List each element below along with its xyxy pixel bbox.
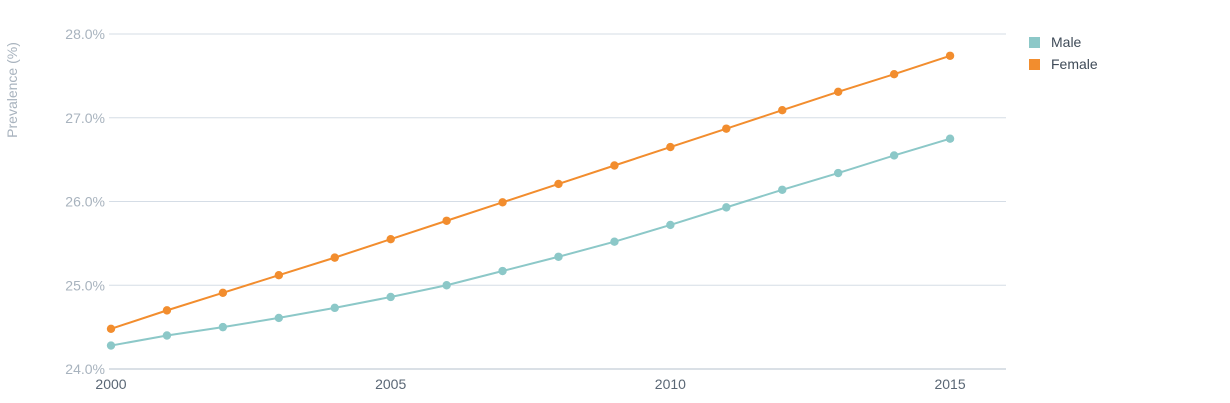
data-point bbox=[386, 234, 395, 244]
data-point bbox=[106, 324, 116, 333]
legend-label: Male bbox=[1051, 34, 1082, 50]
data-point bbox=[330, 253, 339, 262]
legend-label: Female bbox=[1051, 56, 1098, 72]
y-tick-label: 24.0% bbox=[65, 361, 105, 377]
y-tick-label: 25.0% bbox=[65, 277, 105, 293]
legend-swatch bbox=[1029, 59, 1040, 70]
data-point bbox=[442, 216, 451, 225]
data-point bbox=[554, 179, 563, 189]
data-point bbox=[833, 168, 843, 178]
data-point bbox=[330, 303, 339, 313]
series-female bbox=[106, 51, 955, 333]
y-tick-label: 27.0% bbox=[65, 110, 105, 126]
series-line-male bbox=[110, 137, 951, 347]
data-point bbox=[162, 306, 172, 315]
data-point bbox=[722, 124, 731, 133]
data-point bbox=[554, 252, 563, 261]
x-tick-label: 2010 bbox=[655, 376, 686, 392]
data-point bbox=[498, 198, 507, 207]
x-tick-label: 2000 bbox=[95, 376, 126, 392]
legend-item-male: Male bbox=[1029, 34, 1082, 50]
data-point bbox=[833, 87, 843, 96]
series-layer bbox=[106, 51, 955, 350]
data-point bbox=[610, 237, 619, 246]
data-point bbox=[889, 70, 899, 79]
data-point bbox=[498, 266, 507, 276]
series-male bbox=[106, 134, 955, 350]
data-point bbox=[106, 341, 116, 350]
data-point bbox=[386, 292, 395, 302]
x-tick-label: 2015 bbox=[934, 376, 965, 392]
data-point bbox=[442, 281, 451, 290]
data-point bbox=[274, 313, 284, 323]
y-axis-title: Prevalence (%) bbox=[4, 42, 20, 138]
data-point bbox=[778, 106, 787, 115]
data-point bbox=[274, 271, 284, 280]
data-point bbox=[945, 134, 955, 143]
data-point bbox=[889, 151, 899, 160]
y-tick-label: 28.0% bbox=[65, 26, 105, 42]
legend-item-female: Female bbox=[1029, 56, 1098, 72]
data-point bbox=[162, 331, 172, 340]
x-axis: 2000 2005 2010 2015 bbox=[95, 376, 965, 392]
series-line-female bbox=[110, 54, 951, 330]
data-point bbox=[218, 322, 228, 332]
data-point bbox=[666, 220, 675, 230]
y-tick-label: 26.0% bbox=[65, 194, 105, 210]
data-point bbox=[945, 51, 955, 60]
data-point bbox=[666, 142, 675, 152]
data-point bbox=[722, 203, 731, 212]
grid-lines bbox=[109, 33, 1006, 370]
data-point bbox=[778, 185, 787, 194]
legend-swatch bbox=[1029, 37, 1040, 48]
legend: Male Female bbox=[1029, 34, 1098, 72]
x-tick-label: 2005 bbox=[375, 376, 406, 392]
data-point bbox=[218, 288, 228, 297]
y-axis: 24.0% 25.0% 26.0% 27.0% 28.0% bbox=[65, 26, 105, 377]
data-point bbox=[610, 161, 619, 170]
